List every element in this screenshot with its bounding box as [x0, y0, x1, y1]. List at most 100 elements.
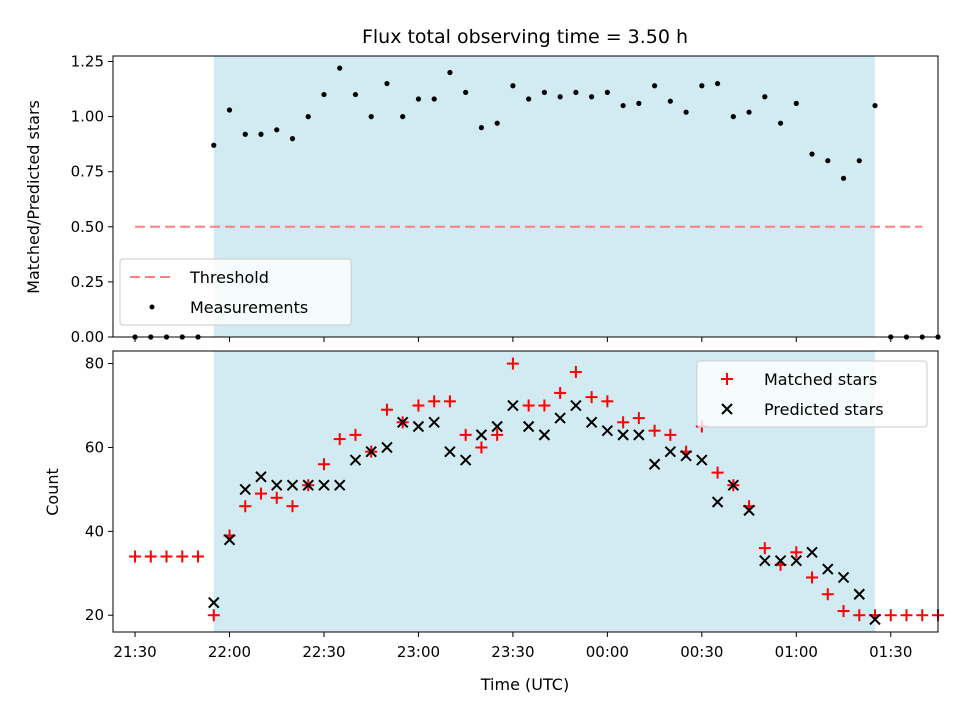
matched-star-point [239, 500, 252, 513]
bottom-x-tick-label: 23:30 [491, 643, 534, 661]
predicted-legend-label: Predicted stars [764, 400, 884, 419]
matched-star-point [632, 412, 645, 425]
predicted-star-point-b [286, 479, 299, 491]
predicted-star-point [759, 554, 771, 567]
matched-star-point [585, 391, 598, 404]
matched-star-point [569, 365, 582, 378]
predicted-star-point [711, 496, 724, 508]
matched-star-point [806, 571, 819, 584]
top-y-tick-label: 0.00 [71, 328, 104, 346]
matched-star-point [459, 428, 472, 441]
matched-star-point [900, 609, 913, 622]
bottom-y-tick-label: 40 [85, 522, 104, 540]
predicted-star-point [381, 441, 393, 454]
predicted-star-point [806, 546, 818, 559]
top-y-tick-label: 1.25 [71, 53, 104, 71]
measurement-point [652, 83, 658, 89]
bottom-x-tick-label: 22:30 [302, 643, 345, 661]
matched-star-point [176, 550, 189, 563]
predicted-star-point-b [239, 483, 251, 496]
predicted-star-point-b [412, 420, 425, 433]
bottom-x-tick-label: 23:00 [397, 643, 440, 661]
measurement-point [337, 65, 343, 71]
matched-star-point [192, 550, 205, 563]
measurement-point [526, 96, 532, 102]
matched-star-point [349, 428, 362, 441]
measurement-point [226, 107, 233, 113]
predicted-star-point-b [318, 479, 330, 491]
measurement-point [274, 127, 280, 133]
predicted-star-point-b [774, 554, 787, 567]
measurement-point [415, 96, 422, 102]
predicted-star-point [491, 420, 503, 433]
predicted-star-point [349, 454, 362, 466]
measurement-point [746, 109, 752, 115]
predicted-star-point [617, 429, 629, 441]
predicted-star-point-b [680, 450, 692, 462]
matched-star-point [601, 395, 614, 408]
predicted-star-point [601, 424, 614, 437]
predicted-star-point [853, 588, 865, 600]
matched-star-point [837, 605, 850, 618]
predicted-star-point [837, 571, 850, 584]
measurement-point [604, 89, 610, 95]
predicted-star-point-b [869, 613, 881, 626]
predicted-star-point-b [759, 554, 771, 567]
measurement-point [478, 125, 485, 131]
measurement-point [541, 89, 547, 95]
predicted-star-points [208, 399, 881, 626]
measurement-point [777, 120, 784, 126]
predicted-star-point [633, 429, 645, 441]
measurement-point [730, 114, 736, 120]
predicted-star-point-b [617, 429, 629, 441]
bottom-x-tick-label: 21:30 [113, 643, 156, 661]
predicted-star-point-b [648, 458, 661, 470]
predicted-star-point-b [664, 445, 677, 458]
bottom-legend: Matched stars Predicted stars [696, 360, 928, 428]
matched-star-point [270, 491, 283, 504]
predicted-star-point [774, 554, 787, 567]
bottom-y-axis-label: Count [43, 468, 62, 516]
predicted-star-point-b [570, 399, 582, 412]
measurement-point [384, 80, 390, 87]
top-y-axis-label: Matched/Predicted stars [24, 100, 43, 294]
bottom-y-tick-label: 20 [85, 606, 104, 624]
predicted-star-point-b [208, 596, 220, 609]
predicted-star-point [459, 454, 472, 466]
predicted-star-point [396, 416, 409, 429]
top-y-tick-label: 0.25 [71, 273, 104, 291]
chart-title: Flux total observing time = 3.50 h [362, 26, 688, 48]
measurement-point [840, 175, 847, 181]
measurement-point [714, 80, 721, 87]
predicted-star-point [302, 479, 314, 491]
measurement-point [589, 94, 595, 100]
matched-star-point [333, 433, 346, 446]
predicted-star-point-b [696, 454, 708, 466]
top-panel: 0.00 0.25 0.50 0.75 1.00 1.25 Matched/Predict… [24, 53, 941, 346]
bottom-y-tick-label: 60 [85, 438, 104, 456]
bottom-x-tick-label: 22:00 [208, 643, 251, 661]
measurement-point [809, 151, 815, 157]
matched-star-point [648, 424, 661, 437]
predicted-star-point [507, 399, 519, 412]
measurements-legend-label: Measurements [190, 298, 308, 317]
predicted-star-point-b [522, 420, 535, 433]
bottom-y-ticks: 20 40 60 80 [85, 355, 113, 624]
predicted-star-point [664, 445, 677, 458]
predicted-star-point [365, 445, 377, 458]
matched-star-point [491, 428, 504, 441]
bottom-x-tick-label: 01:30 [869, 643, 912, 661]
top-legend-box [119, 258, 352, 326]
matched-star-point [884, 609, 897, 622]
measurement-point [368, 114, 374, 120]
matched-star-point [475, 441, 488, 454]
measurement-point [793, 100, 799, 106]
measurement-point [242, 131, 248, 137]
predicted-star-point-b [633, 429, 645, 441]
matched-star-point [538, 399, 551, 412]
measurement-point [872, 102, 878, 109]
predicted-star-point [428, 416, 440, 429]
predicted-star-point [475, 429, 488, 441]
matched-star-point [207, 609, 220, 622]
